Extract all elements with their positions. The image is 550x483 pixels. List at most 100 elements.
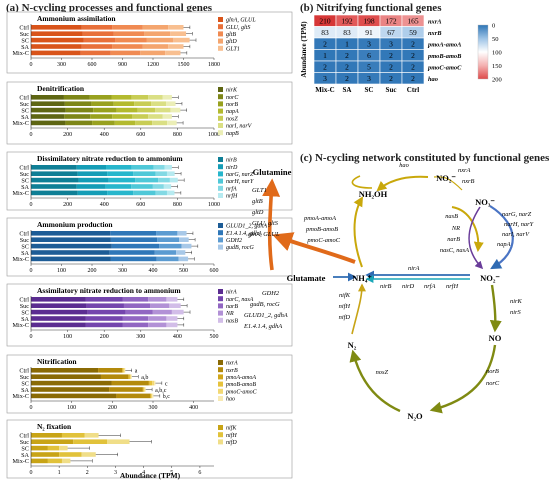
bar-segment [164,165,172,170]
network: NO₂⁻ NO₃⁻ NO₂⁻ NH₄⁺ NH₂OH Glutamine Glutamate N… [243,162,535,421]
x-tick-label: 0 [30,470,33,476]
bar-segment [135,177,159,183]
heatmap-value: 3 [323,74,327,83]
sample-tick-label: Suc [20,374,30,381]
bar-segment [107,439,130,444]
bar-segment [31,368,99,373]
legend-label: gudB, rocG [226,245,254,251]
x-tick-label: 400 [149,268,158,274]
bar-segment [152,184,164,189]
bar-segment [31,177,79,183]
legend-label: norB [226,102,238,108]
legend-swatch [218,289,223,294]
legend-swatch [218,31,223,37]
bar-segment [31,316,86,321]
legend-swatch [218,185,223,191]
bar-segment [73,439,108,444]
panel-a-header: (a) N-cycling processes and functional g… [6,2,213,14]
color-legend-label: 0 [492,23,495,30]
bar-segment [158,177,170,183]
legend-swatch [218,432,223,438]
heatmap-col-label: SC [365,86,374,94]
legend-label: GDH2 [226,238,242,244]
color-legend-label: 100 [492,50,502,57]
bar-segment [170,107,181,113]
bar-segment [31,374,101,379]
legend-swatch [218,360,223,365]
x-tick-label: 500 [210,334,219,340]
x-tick-label: 1800 [208,62,220,68]
edge-amo [353,196,364,268]
gene-label: GLT1 [252,187,267,194]
bar-segment [131,165,154,170]
bar-segment [31,31,83,36]
bar-segment [167,120,177,126]
bar-segment [86,303,124,308]
bar-segment [31,95,64,100]
legend-swatch [218,101,223,107]
gene-label: E1.4.1.4, gdhA [243,323,282,330]
node-nitrate: NO₃⁻ [475,197,495,207]
sample-tick-label: Mix-C [12,190,29,197]
sample-tick-label: SC [21,107,29,114]
legend-label: nirB [226,158,237,164]
legend-swatch [218,244,223,250]
bar-segment [115,37,147,43]
bar-segment [152,380,155,386]
bar-segment [91,101,114,106]
bar-segment [83,37,116,43]
bar-segment [81,44,113,49]
gene-label: narB [447,236,460,243]
bar-segment [131,184,153,189]
bar-segment [31,393,117,399]
gene-label: pmoB-amoB [305,226,338,233]
legend-swatch [218,388,223,394]
x-tick-label: 6 [198,470,201,476]
gene-label: hao [399,162,409,169]
node-hydroxylamine: NH₂OH [359,189,388,199]
sample-tick-label: SA [21,316,29,323]
bar-segment [85,297,123,302]
heatmap-value: 2 [389,74,393,83]
legend-label: norC [226,95,239,101]
bar-segment [165,50,181,56]
sample-tick-label: SA [21,184,29,191]
bar-segment [82,31,114,36]
bar-segment [107,190,134,196]
bar-segment [111,380,149,386]
heatmap-value: 2 [411,51,415,60]
legend-swatch [218,130,223,136]
significance-label: a,b,c [155,388,167,394]
sample-tick-label: Mix-C [12,256,29,263]
sample-tick-label: Mix-C [12,322,29,329]
sample-tick-label: Mix-C [12,393,29,400]
sample-tick-label: Suc [20,31,30,38]
sample-tick-label: Suc [20,171,30,178]
x-tick-label: 1200 [147,62,159,68]
x-tick-label: 600 [136,202,145,208]
significance-label: a [135,369,138,375]
gene-label: nosZ [376,369,389,376]
x-tick-label: 0 [30,62,33,68]
gene-label: nxrA [458,167,471,174]
legend-label: glnA, GLUL [226,18,256,24]
bar-segment [31,37,84,43]
bar-segment [31,184,77,189]
bar-segment [125,309,153,315]
bar-segment [112,25,143,30]
bar-segment [134,101,152,106]
node-dinitrogen: N₂ [348,340,357,350]
bar-segment [166,101,176,106]
x-tick-label: 300 [118,268,127,274]
legend-label: nxrA [226,361,238,367]
heatmap-value: 210 [319,17,331,26]
chart-title: N₂ fixation [37,422,72,431]
bar-segment [155,190,167,196]
bar-segment [137,107,156,113]
legend-label: E1.4.1.4, gdhA [225,230,262,237]
legend-swatch [218,164,223,170]
heatmap-value: 2 [345,63,349,72]
